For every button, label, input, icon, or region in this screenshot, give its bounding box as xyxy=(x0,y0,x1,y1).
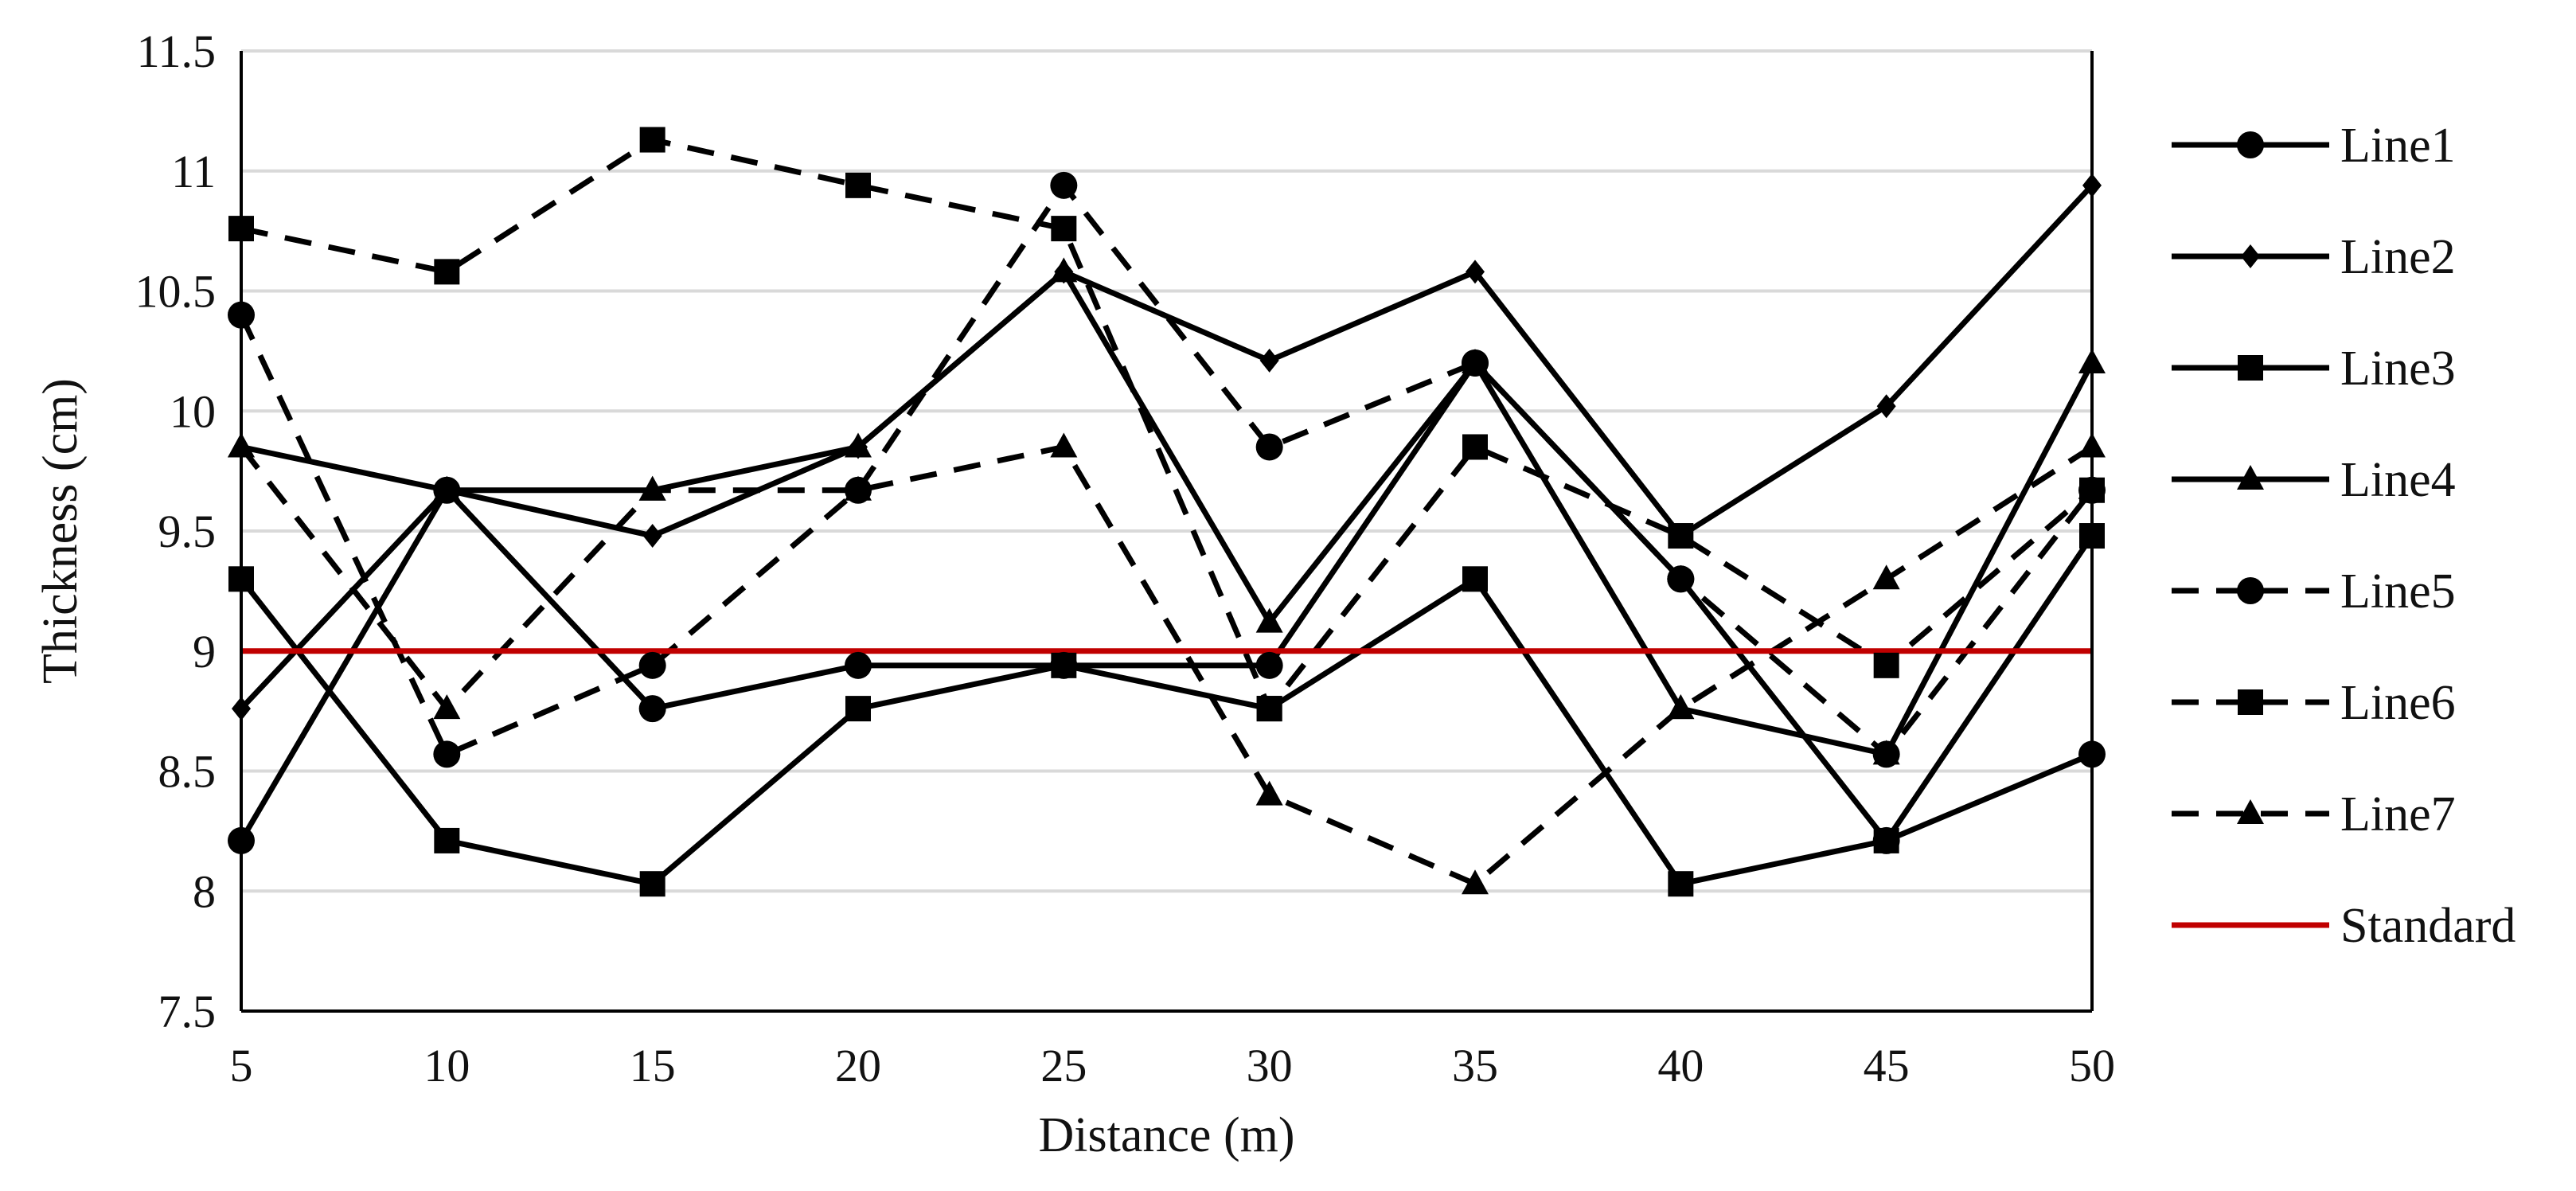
series-line-line4 xyxy=(240,268,2095,757)
series-line-line1 xyxy=(238,360,2094,844)
marker-line7-15 xyxy=(638,475,666,501)
x-tick-label: 50 xyxy=(2069,1040,2115,1091)
x-tick-label: 30 xyxy=(1247,1040,1293,1091)
legend-label-standard: Standard xyxy=(2340,899,2516,953)
marker-line3-45 xyxy=(1873,827,1899,853)
marker-line7-25 xyxy=(1050,432,1078,458)
series-line-line2 xyxy=(239,183,2094,711)
marker-line3-40 xyxy=(1668,871,1694,897)
legend-marker-line2 xyxy=(2241,244,2260,268)
legend-marker-line1 xyxy=(2237,131,2264,158)
y-tick-label: 9.5 xyxy=(158,506,217,557)
marker-line3-10 xyxy=(434,827,460,853)
legend-label-line4: Line4 xyxy=(2340,453,2456,507)
legend-item-standard: Standard xyxy=(2172,899,2516,953)
series-lines xyxy=(238,137,2095,887)
x-tick-label: 45 xyxy=(1864,1040,1910,1091)
x-tick-label: 5 xyxy=(230,1040,253,1091)
legend-item-line4: Line4 xyxy=(2172,453,2456,507)
marker-line2-30 xyxy=(1259,348,1279,373)
marker-line5-40 xyxy=(1667,565,1695,593)
marker-line3-20 xyxy=(845,696,871,722)
x-axis-title: Distance (m) xyxy=(1039,1108,1295,1162)
marker-line6-40 xyxy=(1668,523,1694,549)
x-tick-label: 10 xyxy=(423,1040,470,1091)
marker-line7-40 xyxy=(1667,694,1695,720)
legend-marker-line5 xyxy=(2237,577,2264,604)
marker-line5-35 xyxy=(1462,349,1489,377)
marker-line5-30 xyxy=(1255,433,1283,461)
marker-line6-25 xyxy=(1051,216,1077,242)
marker-line5-45 xyxy=(1872,740,1900,768)
y-tick-label: 9 xyxy=(193,626,216,678)
series-line-line3 xyxy=(239,534,2094,887)
legend-item-line5: Line5 xyxy=(2172,564,2456,619)
marker-line7-10 xyxy=(433,694,461,720)
legend-label-line5: Line5 xyxy=(2340,564,2456,619)
axes xyxy=(240,51,2094,1013)
marker-line6-20 xyxy=(845,172,871,198)
marker-line1-15 xyxy=(638,695,666,723)
x-tick-label: 40 xyxy=(1657,1040,1704,1091)
marker-line3-35 xyxy=(1462,566,1488,592)
y-tick-label: 10.5 xyxy=(135,266,217,318)
x-tick-label: 15 xyxy=(630,1040,676,1091)
marker-line5-10 xyxy=(433,740,461,768)
marker-line6-45 xyxy=(1873,652,1899,678)
y-tick-label: 7.5 xyxy=(158,986,217,1037)
y-tick-label: 11.5 xyxy=(137,25,216,77)
marker-line4-30 xyxy=(1255,607,1283,633)
tick-labels: 7.5 8 8.5 9 9.5 10 10.5 11 11.5 5 10 15 20 25 30 35 40 45… xyxy=(135,25,2116,1091)
marker-line6-35 xyxy=(1462,434,1488,460)
marker-line6-10 xyxy=(434,259,460,285)
legend-marker-line3 xyxy=(2238,355,2263,381)
marker-line2-15 xyxy=(642,524,662,549)
x-tick-label: 35 xyxy=(1452,1040,1498,1091)
y-tick-label: 8.5 xyxy=(158,746,217,798)
y-tick-label: 11 xyxy=(171,146,216,197)
marker-line7-20 xyxy=(845,475,872,501)
marker-line2-45 xyxy=(1876,394,1896,419)
y-tick-label: 8 xyxy=(193,865,216,917)
legend-label-line1: Line1 xyxy=(2340,119,2456,173)
legend-label-line2: Line2 xyxy=(2340,230,2456,284)
x-tick-label: 25 xyxy=(1040,1040,1087,1091)
series-line-line5 xyxy=(238,182,2094,757)
legend-label-line3: Line3 xyxy=(2340,342,2456,396)
marker-line6-30 xyxy=(1256,696,1282,722)
marker-line5-25 xyxy=(1050,171,1078,199)
legend-label-line6: Line6 xyxy=(2340,676,2456,730)
marker-line1-20 xyxy=(845,651,872,679)
series-line-line6 xyxy=(240,137,2094,712)
marker-line4-25 xyxy=(1050,257,1078,283)
marker-line4-20 xyxy=(845,432,872,458)
y-axis-title: Thickness (cm) xyxy=(33,378,88,684)
legend-item-line6: Line6 xyxy=(2172,676,2456,730)
marker-line2-35 xyxy=(1466,260,1485,284)
legend-label-line7: Line7 xyxy=(2340,787,2456,842)
x-tick-label: 20 xyxy=(835,1040,881,1091)
marker-line7-30 xyxy=(1255,780,1283,806)
legend-item-line1: Line1 xyxy=(2172,119,2456,173)
marker-line3-25 xyxy=(1051,652,1077,678)
legend-marker-line4 xyxy=(2237,465,2264,490)
series-markers xyxy=(228,127,2106,897)
marker-line6-15 xyxy=(639,127,665,153)
legend-marker-line7 xyxy=(2237,799,2264,824)
y-tick-label: 10 xyxy=(170,385,216,437)
marker-line3-15 xyxy=(639,871,665,897)
legend-marker-line6 xyxy=(2238,689,2263,715)
legend-item-line7: Line7 xyxy=(2172,787,2456,842)
marker-line7-45 xyxy=(1872,564,1900,590)
marker-line4-10 xyxy=(433,475,461,501)
legend-item-line2: Line2 xyxy=(2172,230,2456,284)
legend-item-line3: Line3 xyxy=(2172,342,2456,396)
marker-line1-30 xyxy=(1255,651,1283,679)
marker-line7-35 xyxy=(1462,869,1489,895)
series-line-line7 xyxy=(239,443,2094,887)
legend: Line1 Line2 Line3 Line4 Line5 Line6 Line7 Stand… xyxy=(2172,119,2516,953)
marker-line5-15 xyxy=(638,651,666,679)
